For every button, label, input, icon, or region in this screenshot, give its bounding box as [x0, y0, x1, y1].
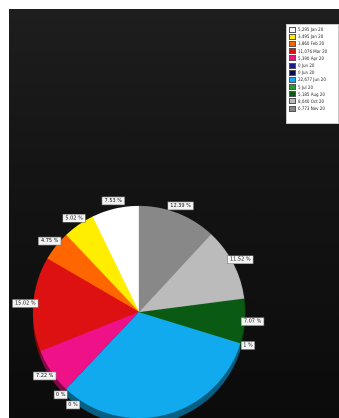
pie-slice [138, 205, 212, 313]
slice-label: 11.52 % [230, 257, 251, 263]
slice-label: 7.22 % [36, 373, 54, 379]
legend-item: 8,040 Oct 20 [289, 98, 337, 105]
slice-label-box [241, 317, 265, 326]
pie-chart: 7.53 %5.02 %4.75 %15.02 %7.22 %0 %0 %33.… [12, 196, 265, 418]
pie-slices-layer [32, 205, 246, 418]
legend-swatch [289, 62, 296, 69]
legend-item: 3,860 Feb 20 [289, 40, 337, 47]
legend-item: 3,495 Jan 20 [289, 33, 337, 40]
legend-label: 5,390 Apr 20 [298, 55, 325, 61]
slice-label: 4.75 % [41, 238, 59, 244]
legend-label: 6,773 Nov 20 [298, 106, 325, 112]
slice-label: 1 % [243, 343, 253, 349]
legend-label: 22,677 Jun 20 [298, 77, 326, 83]
legend-label: 0 Jun 20 [298, 63, 315, 69]
slice-label-box [66, 400, 81, 410]
legend-label: 3,495 Jan 20 [298, 34, 324, 40]
legend-item: 0 Jun 20 [289, 69, 337, 76]
legend-swatch [289, 98, 296, 105]
legend-swatch [289, 26, 296, 33]
legend-item: 5,185 Aug 20 [289, 91, 337, 98]
legend-swatch [289, 33, 296, 40]
slice-label-box [241, 341, 255, 350]
slice-label: 0 % [68, 402, 78, 408]
legend-swatch [289, 40, 296, 47]
legend-label: 0 Jun 20 [298, 70, 315, 76]
legend-label: 5 Jul 20 [298, 84, 314, 90]
pie-slice [65, 311, 241, 418]
slice-label-box [167, 201, 194, 211]
legend-swatch [289, 76, 296, 83]
slice-label-box [101, 196, 125, 206]
legend-item: 5 Jul 20 [289, 84, 337, 91]
legend-swatch [289, 105, 296, 112]
slice-label: 12.39 % [170, 203, 191, 209]
legend-label: 8,040 Oct 20 [298, 98, 324, 104]
slice-label: 15.02 % [15, 301, 36, 307]
slice-label-box [53, 390, 68, 400]
legend-label: 5,185 Aug 20 [298, 91, 325, 97]
legend-label: 3,860 Feb 20 [298, 41, 325, 47]
legend-item: 11,076 Mar 20 [289, 48, 337, 55]
slice-label-box [62, 214, 86, 223]
slice-label: 0 % [56, 392, 66, 398]
legend-swatch [289, 84, 296, 91]
slice-label-box [12, 299, 39, 308]
legend-swatch [289, 69, 296, 76]
slice-label-box [38, 236, 62, 246]
slice-label: 5.02 % [65, 215, 83, 221]
chart-panel: 7.53 %5.02 %4.75 %15.02 %7.22 %0 %0 %33.… [9, 9, 339, 418]
legend-item: 22,677 Jun 20 [289, 76, 337, 83]
legend-item: 6,773 Nov 20 [289, 105, 337, 112]
legend-item: 5,295 Jan 20 [289, 26, 337, 33]
legend-item: 5,390 Apr 20 [289, 55, 337, 62]
legend-swatch [289, 91, 296, 98]
slice-label: 7.07 % [244, 319, 262, 325]
slice-label: 7.53 % [105, 198, 123, 204]
legend-swatch [289, 48, 296, 55]
chart-legend: 5,295 Jan 20 3,495 Jan 20 3,860 Feb 20 11,0… [286, 24, 339, 124]
legend-label: 5,295 Jan 20 [298, 27, 324, 33]
legend-swatch [289, 55, 296, 62]
slice-label-box [227, 255, 254, 264]
pie-labels-layer: 7.53 %5.02 %4.75 %15.02 %7.22 %0 %0 %33.… [12, 196, 265, 418]
slice-label-box [33, 371, 57, 381]
legend-item: 0 Jun 20 [289, 62, 337, 69]
legend-label: 11,076 Mar 20 [298, 48, 328, 54]
